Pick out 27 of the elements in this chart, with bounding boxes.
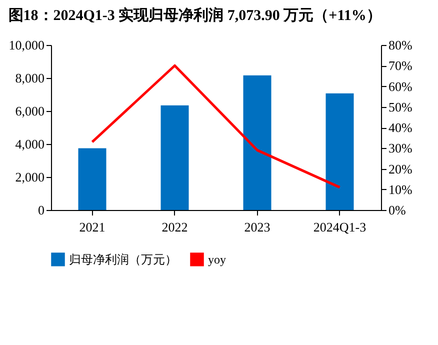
bar [326, 93, 354, 210]
y2-tick-label: 50% [388, 99, 412, 114]
x-tick-label: 2023 [244, 220, 270, 234]
legend-label: yoy [208, 252, 226, 266]
legend-label: 归母净利润（万元） [69, 252, 177, 266]
y2-tick-label: 0% [388, 202, 406, 218]
y2-tick-label: 40% [388, 120, 412, 135]
y-tick-label: 0 [38, 202, 44, 218]
x-tick-label: 2021 [79, 220, 106, 234]
y-tick-label: 6,000 [15, 104, 44, 118]
chart-title: 图18：2024Q1-3 实现归母净利润 7,073.90 万元（+11%） [8, 6, 382, 24]
y-tick-label: 2,000 [15, 170, 44, 184]
y2-tick-label: 10% [388, 182, 412, 197]
bar [160, 105, 189, 210]
x-tick-label: 2024Q1-3 [313, 220, 366, 234]
y2-tick-label: 60% [388, 78, 412, 94]
bar [78, 148, 106, 210]
y-tick-label: 4,000 [15, 136, 44, 152]
y2-tick-label: 30% [388, 140, 412, 156]
y2-tick-label: 80% [388, 38, 412, 52]
line-series [91, 64, 341, 189]
bar [243, 75, 272, 210]
x-tick-label: 2022 [162, 220, 188, 234]
y2-tick-label: 70% [388, 58, 412, 74]
y2-tick-label: 20% [388, 161, 412, 176]
y-tick-label: 8,000 [15, 70, 44, 86]
y-tick-label: 10,000 [8, 38, 44, 52]
